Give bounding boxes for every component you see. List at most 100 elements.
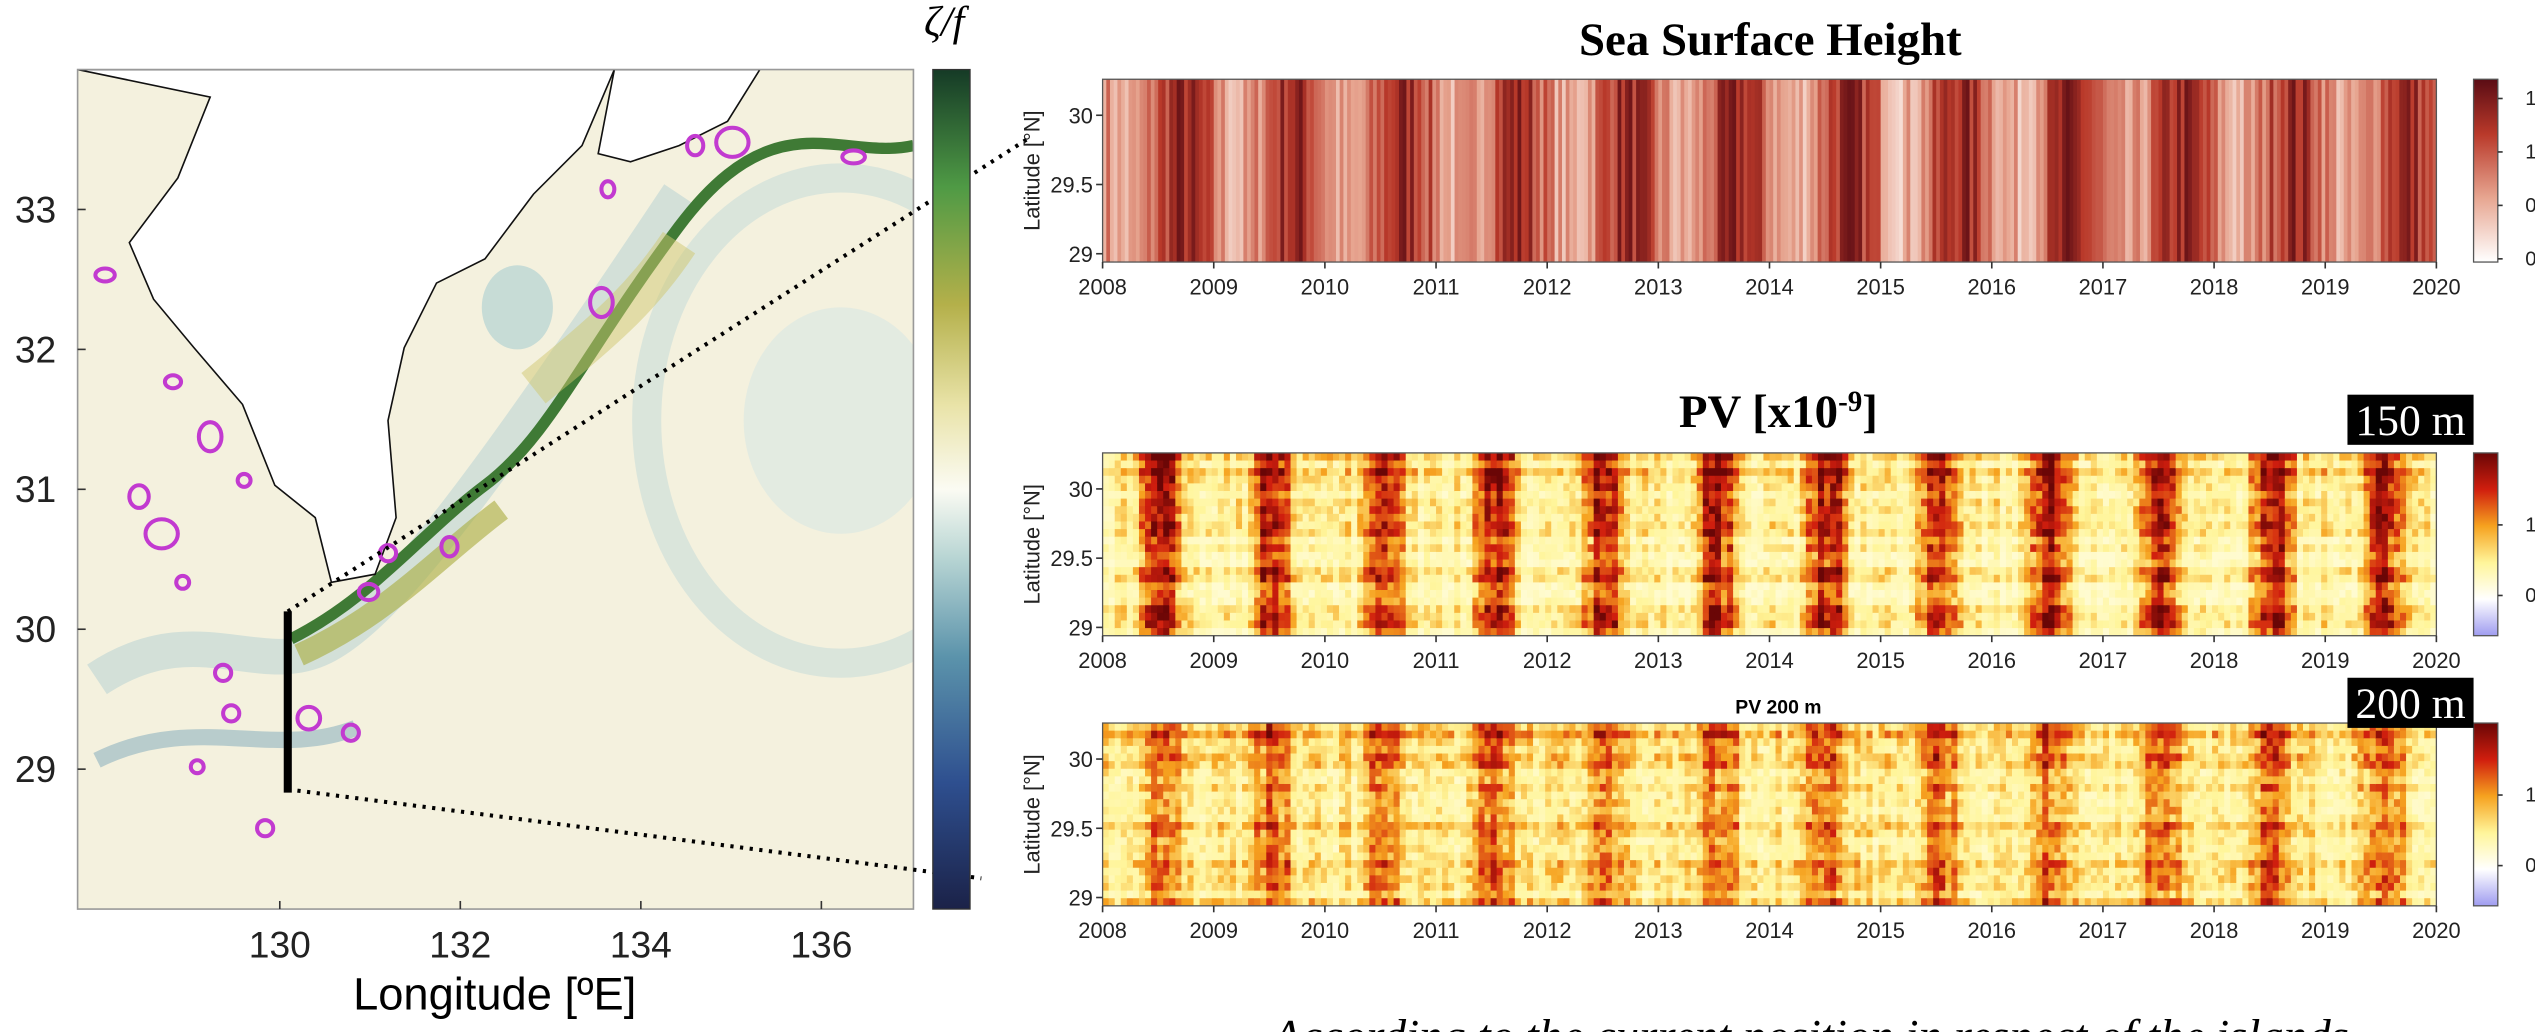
heatmap-cell [1848,483,1855,491]
heatmap-cell [1624,598,1631,606]
heatmap-cell [1133,491,1140,499]
heatmap-cell [1551,521,1558,529]
heatmap-cell [1715,529,1722,537]
heatmap-cell [1414,79,1418,262]
heatmap-cell [1806,453,1813,461]
heatmap-cell [1545,598,1552,606]
heatmap-cell [1175,491,1182,499]
heatmap-cell [1430,483,1437,491]
heatmap-cell [1860,613,1867,621]
heatmap-cell [1109,537,1116,545]
heatmap-cell [2218,560,2225,568]
heatmap-cell [1751,544,1758,552]
heatmap-cell [1284,620,1291,628]
heatmap-cell [1315,514,1322,522]
heatmap-cell [1563,453,1570,461]
heatmap-cell [1406,598,1413,606]
heatmap-cell [2212,590,2219,598]
heatmap-cell [2073,521,2080,529]
heatmap-cell [1375,476,1382,484]
heatmap-cell [2073,79,2077,262]
heatmap-cell [1727,499,1734,507]
heatmap-cell [2115,575,2122,583]
heatmap-cell [1951,620,1958,628]
heatmap-cell [2200,582,2207,590]
heatmap-cell [1430,567,1437,575]
heatmap-cell [1200,499,1207,507]
heatmap-cell [1224,506,1231,514]
heatmap-cell [2236,620,2243,628]
heatmap-cell [1109,529,1116,537]
heatmap-cell [1236,582,1243,590]
heatmap-cell [1424,598,1431,606]
heatmap-cell [2127,575,2134,583]
heatmap-cell [2206,575,2213,583]
heatmap-cell [1818,605,1825,613]
heatmap-cell [2048,598,2055,606]
heatmap-cell [2248,491,2255,499]
heatmap-cell [2010,79,2014,262]
heatmap-cell [2000,521,2007,529]
heatmap-cell [1375,590,1382,598]
heatmap-cell [1994,461,2001,469]
heatmap-cell [2218,529,2225,537]
heatmap-cell [1333,598,1340,606]
heatmap-cell [2054,483,2061,491]
heatmap-cell [1491,605,1498,613]
heatmap-cell [1660,499,1667,507]
heatmap-cell [1963,499,1970,507]
heatmap-cell [1424,491,1431,499]
heatmap-cell [1915,544,1922,552]
heatmap-cell [1345,598,1352,606]
heatmap-cell [1848,514,1855,522]
heatmap-cell [1442,476,1449,484]
heatmap-cell [2381,79,2385,262]
heatmap-cell [1140,79,1144,262]
heatmap-cell [1958,79,1962,262]
heatmap-cell [1303,620,1310,628]
heatmap-cell [2188,521,2195,529]
heatmap-cell [2030,552,2037,560]
heatmap-cell [2121,552,2128,560]
heatmap-cell [1230,575,1237,583]
heatmap-cell [1309,483,1316,491]
heatmap-cell [1569,590,1576,598]
heatmap-cell [1679,567,1686,575]
heatmap-cell [1739,605,1746,613]
x-tick-label: 134 [610,924,672,966]
heatmap-cell [1236,79,1240,262]
heatmap-cell [1206,552,1213,560]
heatmap-cell [2060,567,2067,575]
heatmap-cell [1988,605,1995,613]
heatmap-cell [2073,468,2080,476]
heatmap-cell [1145,499,1152,507]
heatmap-cell [2109,499,2116,507]
heatmap-cell [2159,79,2163,262]
heatmap-cell [2176,461,2183,469]
heatmap-cell [1242,506,1249,514]
heatmap-cell [1430,544,1437,552]
heatmap-cell [1697,521,1704,529]
heatmap-cell [1327,468,1334,476]
heatmap-cell [1145,468,1152,476]
heatmap-cell [1751,499,1758,507]
heatmap-cell [1103,491,1110,499]
heatmap-cell [2042,483,2049,491]
heatmap-cell [1806,544,1813,552]
heatmap-cell [1836,537,1843,545]
heatmap-cell [2236,567,2243,575]
heatmap-cell [2060,605,2067,613]
heatmap-cell [1794,483,1801,491]
heatmap-cell [1309,575,1316,583]
heatmap-cell [2176,453,2183,461]
heatmap-cell [2042,582,2049,590]
heatmap-cell [1327,537,1334,545]
heatmap-cell [1612,461,1619,469]
heatmap-cell [2091,613,2098,621]
heatmap-cell [1357,613,1364,621]
heatmap-cell [1891,476,1898,484]
heatmap-cell [2164,476,2171,484]
heatmap-cell [1288,79,1292,262]
heatmap-cell [1672,567,1679,575]
heatmap-cell [1618,521,1625,529]
